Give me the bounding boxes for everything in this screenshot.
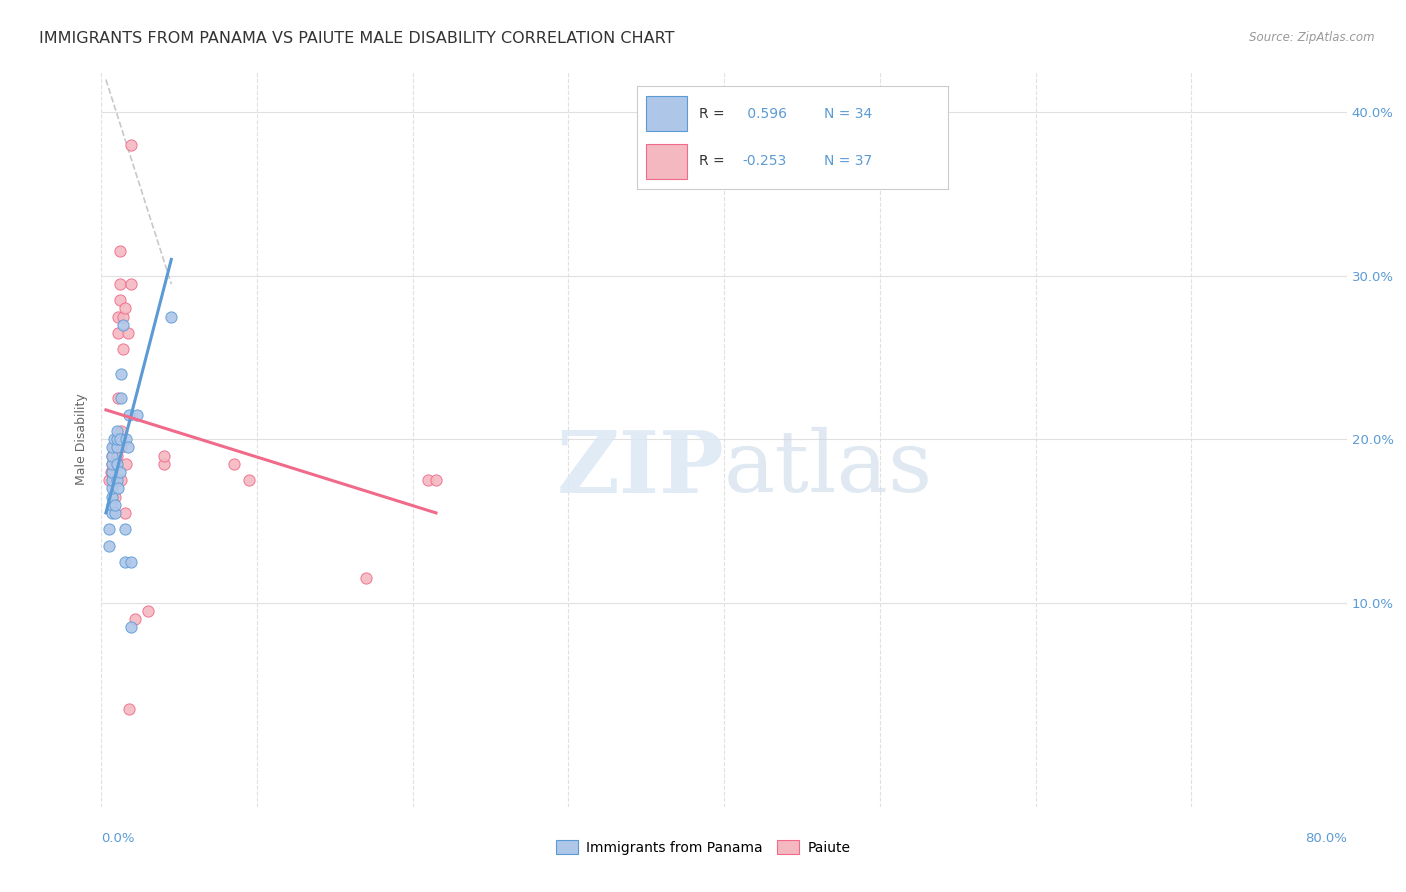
- Point: [112, 310, 135, 324]
- Point: [115, 457, 138, 471]
- Point: [152, 457, 174, 471]
- Point: [120, 555, 142, 569]
- Text: Source: ZipAtlas.com: Source: ZipAtlas.com: [1250, 31, 1375, 45]
- Point: [152, 449, 174, 463]
- Point: [104, 490, 127, 504]
- Text: ZIP: ZIP: [557, 426, 724, 511]
- Point: [238, 473, 260, 487]
- Point: [110, 392, 132, 406]
- Point: [114, 301, 136, 316]
- Point: [101, 441, 124, 455]
- Point: [425, 473, 447, 487]
- Point: [354, 571, 377, 585]
- Point: [107, 392, 129, 406]
- Point: [101, 457, 124, 471]
- Point: [110, 473, 132, 487]
- Point: [105, 433, 128, 447]
- Point: [100, 465, 122, 479]
- Text: 0.0%: 0.0%: [101, 832, 135, 845]
- Point: [107, 310, 129, 324]
- Point: [108, 433, 131, 447]
- Point: [124, 612, 146, 626]
- Point: [114, 555, 136, 569]
- Point: [114, 506, 136, 520]
- Point: [117, 441, 139, 455]
- Text: IMMIGRANTS FROM PANAMA VS PAIUTE MALE DISABILITY CORRELATION CHART: IMMIGRANTS FROM PANAMA VS PAIUTE MALE DI…: [39, 31, 675, 46]
- Point: [104, 506, 127, 520]
- Point: [125, 408, 148, 422]
- Point: [101, 457, 124, 471]
- Point: [105, 473, 128, 487]
- Point: [110, 441, 132, 455]
- Point: [114, 522, 136, 536]
- Point: [104, 457, 127, 471]
- Text: atlas: atlas: [724, 427, 934, 510]
- Point: [118, 408, 141, 422]
- Point: [105, 441, 128, 455]
- Point: [110, 367, 132, 381]
- Text: 80.0%: 80.0%: [1305, 832, 1347, 845]
- Point: [101, 498, 124, 512]
- Point: [101, 449, 124, 463]
- Point: [418, 473, 440, 487]
- Point: [103, 441, 125, 455]
- Point: [98, 473, 121, 487]
- Point: [120, 277, 142, 291]
- Point: [98, 539, 121, 553]
- Point: [107, 326, 129, 340]
- Point: [115, 433, 138, 447]
- Point: [222, 457, 245, 471]
- Legend: Immigrants from Panama, Paiute: Immigrants from Panama, Paiute: [550, 834, 856, 860]
- Point: [108, 277, 131, 291]
- Point: [118, 702, 141, 716]
- Point: [105, 433, 128, 447]
- Point: [120, 620, 142, 634]
- Point: [101, 506, 124, 520]
- Point: [98, 522, 121, 536]
- Point: [105, 449, 128, 463]
- Point: [110, 424, 132, 438]
- Point: [101, 473, 124, 487]
- Point: [160, 310, 183, 324]
- Point: [108, 293, 131, 308]
- Point: [117, 326, 139, 340]
- Point: [103, 433, 125, 447]
- Point: [104, 498, 127, 512]
- Point: [105, 457, 128, 471]
- Point: [112, 343, 135, 357]
- Point: [101, 449, 124, 463]
- Point: [105, 424, 128, 438]
- Point: [101, 465, 124, 479]
- Point: [104, 473, 127, 487]
- Y-axis label: Male Disability: Male Disability: [75, 393, 89, 485]
- Point: [112, 318, 135, 332]
- Point: [108, 244, 131, 259]
- Point: [107, 482, 129, 496]
- Point: [108, 465, 131, 479]
- Point: [120, 138, 142, 153]
- Point: [101, 490, 124, 504]
- Point: [101, 482, 124, 496]
- Point: [136, 604, 159, 618]
